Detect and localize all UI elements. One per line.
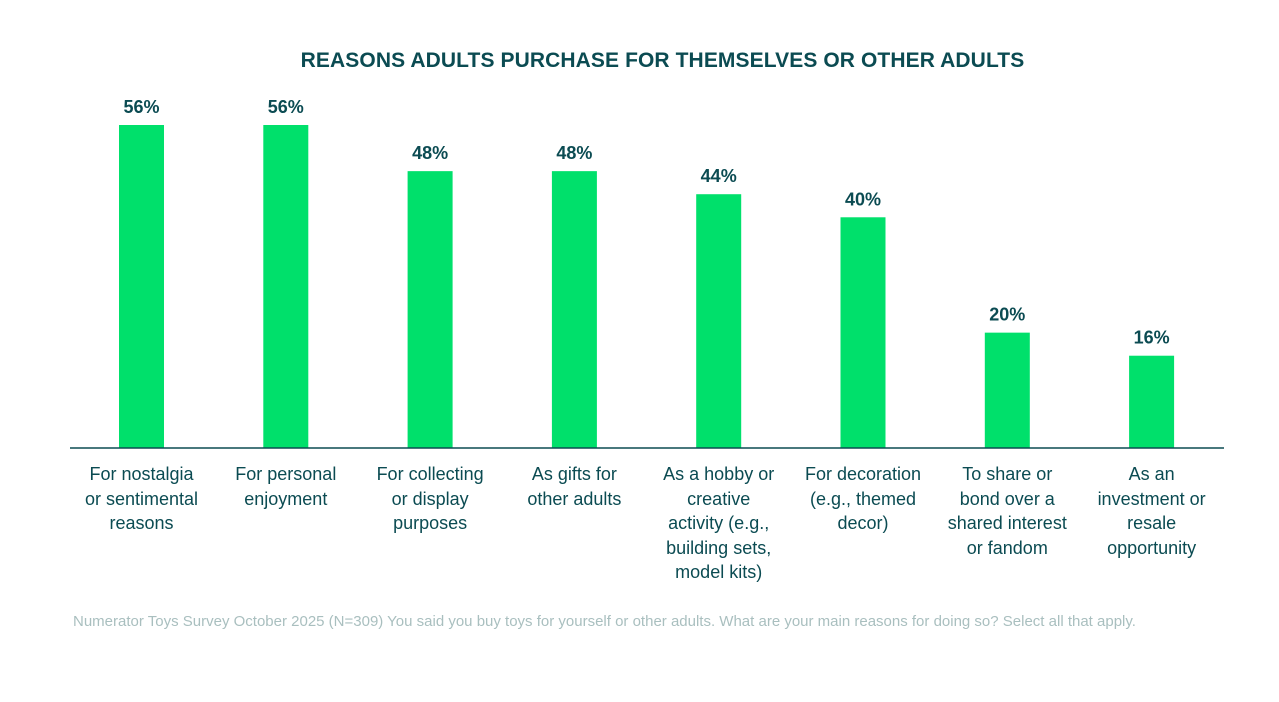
- category-label-line: (e.g., themed: [809, 488, 917, 509]
- category-label-line: As gifts for: [531, 464, 617, 484]
- category-label-line: As an: [1128, 464, 1175, 484]
- category-label-line: resale: [1127, 513, 1177, 534]
- category-label-line: or sentimental: [84, 488, 199, 509]
- category-label-line: creative: [687, 488, 751, 509]
- category-label: As an investment or resale opportunity: [1080, 462, 1224, 560]
- category-label-line: purposes: [393, 513, 468, 534]
- category-label-line: building sets,: [666, 537, 772, 558]
- category-label: To share or bond over a shared interest or …: [935, 462, 1079, 560]
- category-label: For decoration (e.g., themed decor): [791, 462, 935, 536]
- bar: [407, 171, 453, 448]
- category-label: For collecting or display purposes: [358, 462, 502, 536]
- data-label: 48%: [412, 143, 448, 163]
- category-label-line: opportunity: [1107, 537, 1197, 558]
- category-label-line: To share or: [962, 464, 1053, 484]
- category-label-line: activity (e.g.,: [668, 513, 770, 534]
- bar: [984, 332, 1030, 448]
- chart-title: REASONS ADULTS PURCHASE FOR THEMSELVES O…: [300, 49, 1025, 72]
- data-label: 48%: [556, 143, 592, 163]
- category-label-line: For nostalgia: [89, 464, 194, 484]
- category-label: As gifts for other adults: [502, 462, 646, 511]
- category-label-line: For collecting: [376, 464, 484, 484]
- bar: [551, 171, 597, 448]
- category-label-line: model kits): [675, 562, 763, 583]
- category-label-line: As a hobby or: [663, 464, 775, 484]
- category-label-line: reasons: [109, 513, 174, 534]
- category-label: As a hobby or creative activity (e.g., buil…: [647, 462, 791, 585]
- category-label-line: or display: [391, 488, 469, 509]
- category-label-line: enjoyment: [244, 488, 328, 509]
- category-label-line: For personal: [235, 464, 337, 484]
- source-note: Numerator Toys Survey October 2025 (N=30…: [73, 613, 1136, 630]
- data-label: 40%: [845, 189, 881, 209]
- data-label: 56%: [268, 97, 304, 117]
- category-label-line: bond over a: [959, 488, 1055, 509]
- bar: [840, 217, 886, 448]
- category-label-line: or fandom: [966, 537, 1048, 558]
- bars-group: [119, 125, 1175, 448]
- category-label-line: investment or: [1097, 488, 1206, 509]
- category-label-line: For decoration: [804, 464, 922, 484]
- data-label: 44%: [701, 166, 737, 186]
- value-labels-group: 56% 56% 48% 48% 44% 40% 20% 16%: [123, 97, 1169, 348]
- data-label: 16%: [1134, 328, 1170, 348]
- bar: [263, 125, 309, 448]
- category-label: For nostalgia or sentimental reasons: [70, 462, 214, 536]
- bar: [696, 194, 742, 448]
- data-label: 56%: [123, 97, 159, 117]
- bar: [1129, 355, 1175, 448]
- category-label: For personal enjoyment: [214, 462, 358, 511]
- category-label-line: shared interest: [947, 513, 1067, 534]
- data-label: 20%: [989, 305, 1025, 325]
- category-label-line: decor): [837, 513, 889, 534]
- category-label-line: other adults: [527, 488, 622, 509]
- bar: [119, 125, 164, 448]
